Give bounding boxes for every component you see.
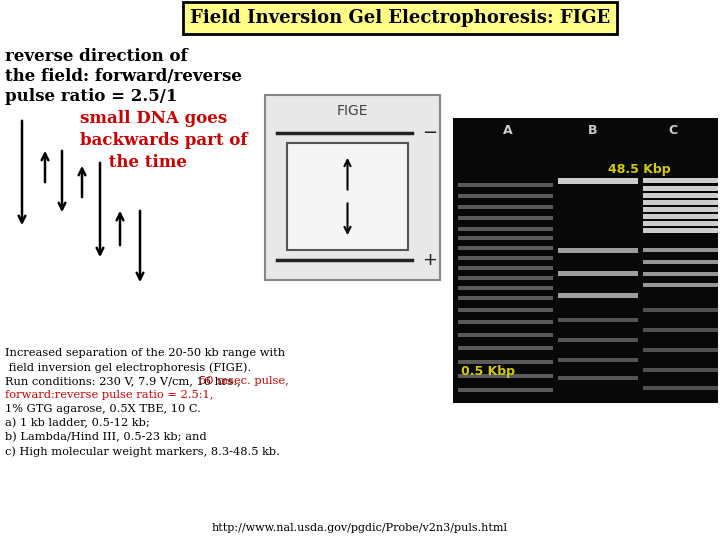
Bar [643, 368, 718, 372]
Bar [643, 200, 718, 205]
Bar [558, 248, 638, 253]
Bar [458, 183, 553, 187]
Text: +: + [423, 251, 438, 269]
Text: a) 1 kb ladder, 0.5-12 kb;: a) 1 kb ladder, 0.5-12 kb; [5, 418, 150, 428]
Bar [458, 256, 553, 260]
Bar [643, 228, 718, 233]
Text: the field: forward/reverse: the field: forward/reverse [5, 68, 242, 85]
Text: forward:reverse pulse ratio = 2.5:1,: forward:reverse pulse ratio = 2.5:1, [5, 390, 213, 400]
Text: 1% GTG agarose, 0.5X TBE, 10 C.: 1% GTG agarose, 0.5X TBE, 10 C. [5, 404, 201, 414]
Text: C: C [668, 125, 678, 138]
Text: field inversion gel electrophoresis (FIGE).: field inversion gel electrophoresis (FIG… [5, 362, 251, 373]
Bar [458, 276, 553, 280]
Text: FIGE: FIGE [337, 104, 368, 118]
Bar [643, 328, 718, 332]
Text: 0.5 Kbp: 0.5 Kbp [461, 364, 515, 377]
Bar [287, 143, 408, 250]
Bar [558, 358, 638, 362]
Bar [458, 333, 553, 337]
Bar [458, 216, 553, 220]
Text: c) High molecular weight markers, 8.3-48.5 kb.: c) High molecular weight markers, 8.3-48… [5, 446, 280, 456]
Bar [643, 178, 718, 183]
Bar [458, 227, 553, 231]
Bar [643, 348, 718, 352]
Bar [558, 293, 638, 298]
Text: B: B [588, 125, 598, 138]
Text: 48.5 Kbp: 48.5 Kbp [608, 164, 670, 177]
Bar [458, 194, 553, 198]
Bar [643, 193, 718, 198]
Text: b) Lambda/Hind III, 0.5-23 kb; and: b) Lambda/Hind III, 0.5-23 kb; and [5, 432, 207, 442]
Text: Field Inversion Gel Electrophoresis: FIGE: Field Inversion Gel Electrophoresis: FIG… [190, 9, 610, 27]
Text: A: A [503, 125, 513, 138]
Bar [458, 308, 553, 312]
Bar [558, 338, 638, 342]
Bar [458, 286, 553, 290]
Bar [458, 246, 553, 250]
Bar [458, 296, 553, 300]
Text: the time: the time [80, 154, 187, 171]
Bar [643, 186, 718, 191]
Bar [458, 346, 553, 350]
Text: http://www.nal.usda.gov/pgdic/Probe/v2n3/puls.html: http://www.nal.usda.gov/pgdic/Probe/v2n3… [212, 523, 508, 533]
Text: pulse ratio = 2.5/1: pulse ratio = 2.5/1 [5, 88, 177, 105]
Bar [643, 207, 718, 212]
Text: Increased separation of the 20-50 kb range with: Increased separation of the 20-50 kb ran… [5, 348, 285, 358]
Bar [458, 360, 553, 364]
Bar [643, 308, 718, 312]
Bar [643, 248, 718, 252]
Bar [643, 260, 718, 264]
Text: small DNA goes: small DNA goes [80, 110, 227, 127]
Bar [458, 205, 553, 209]
Bar [643, 272, 718, 276]
Text: 50 msec. pulse,: 50 msec. pulse, [199, 376, 289, 386]
Text: Run conditions: 230 V, 7.9 V/cm, 16 hrs.,: Run conditions: 230 V, 7.9 V/cm, 16 hrs.… [5, 376, 244, 386]
Bar [453, 118, 718, 403]
Text: backwards part of: backwards part of [80, 132, 248, 149]
Bar [458, 266, 553, 270]
Bar [558, 271, 638, 276]
Bar [558, 178, 638, 184]
Bar [643, 283, 718, 287]
Bar [458, 374, 553, 378]
Bar [458, 320, 553, 324]
Bar [265, 95, 440, 280]
Text: reverse direction of: reverse direction of [5, 48, 188, 65]
Text: −: − [423, 124, 438, 142]
Bar [643, 214, 718, 219]
Bar [643, 221, 718, 226]
Bar [458, 388, 553, 392]
Bar [458, 236, 553, 240]
Bar [558, 318, 638, 322]
Bar [558, 376, 638, 380]
Bar [643, 386, 718, 390]
